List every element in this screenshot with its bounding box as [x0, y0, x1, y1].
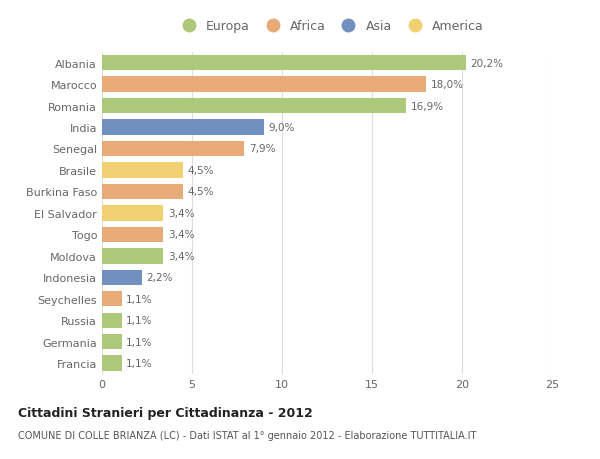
Text: 7,9%: 7,9% [249, 144, 275, 154]
Bar [102, 291, 122, 307]
Text: 3,4%: 3,4% [168, 251, 194, 261]
Bar [102, 356, 122, 371]
Bar [102, 334, 122, 350]
Bar [102, 227, 163, 242]
Text: 18,0%: 18,0% [431, 80, 464, 90]
Text: 2,2%: 2,2% [146, 273, 173, 283]
Bar [102, 313, 122, 328]
Text: 16,9%: 16,9% [410, 101, 444, 112]
Text: 4,5%: 4,5% [187, 187, 214, 197]
Bar [102, 77, 426, 93]
Bar [102, 99, 406, 114]
Text: 20,2%: 20,2% [470, 58, 503, 68]
Text: 4,5%: 4,5% [187, 166, 214, 176]
Text: COMUNE DI COLLE BRIANZA (LC) - Dati ISTAT al 1° gennaio 2012 - Elaborazione TUTT: COMUNE DI COLLE BRIANZA (LC) - Dati ISTA… [18, 430, 476, 440]
Bar [102, 206, 163, 221]
Text: 1,1%: 1,1% [127, 337, 153, 347]
Bar [102, 163, 183, 178]
Text: 3,4%: 3,4% [168, 230, 194, 240]
Text: 3,4%: 3,4% [168, 208, 194, 218]
Bar [102, 56, 466, 71]
Bar [102, 185, 183, 200]
Text: Cittadini Stranieri per Cittadinanza - 2012: Cittadini Stranieri per Cittadinanza - 2… [18, 406, 313, 419]
Bar [102, 270, 142, 285]
Legend: Europa, Africa, Asia, America: Europa, Africa, Asia, America [176, 20, 484, 33]
Text: 1,1%: 1,1% [127, 294, 153, 304]
Text: 1,1%: 1,1% [127, 358, 153, 369]
Bar [102, 120, 264, 135]
Text: 9,0%: 9,0% [269, 123, 295, 133]
Bar [102, 249, 163, 264]
Bar [102, 141, 244, 157]
Text: 1,1%: 1,1% [127, 315, 153, 325]
